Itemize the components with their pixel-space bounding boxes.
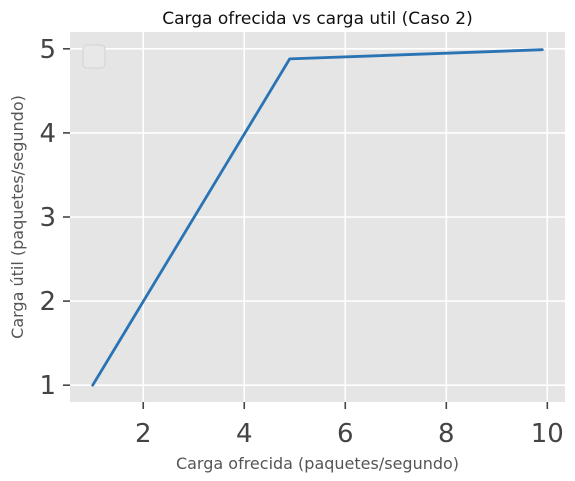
series-lines [91, 48, 544, 387]
y-tick-label: 1 [39, 371, 56, 401]
chart-title: Carga ofrecida vs carga util (Caso 2) [162, 9, 472, 29]
grid [70, 32, 565, 402]
x-tick-label: 2 [135, 419, 152, 449]
x-tick-label: 6 [337, 419, 354, 449]
x-tick-label: 8 [438, 419, 455, 449]
y-tick-label: 4 [39, 119, 56, 149]
legend-box [82, 44, 106, 69]
y-tick-label: 2 [39, 287, 56, 317]
y-tick-label: 5 [39, 35, 56, 65]
y-tick-label: 3 [39, 203, 56, 233]
series-line [91, 48, 544, 387]
y-axis-label: Carga útil (paquetes/segundo) [8, 95, 27, 339]
x-axis-label: Carga ofrecida (paquetes/segundo) [176, 454, 459, 473]
x-tick-label: 4 [236, 419, 253, 449]
x-tick-label: 10 [531, 419, 564, 449]
